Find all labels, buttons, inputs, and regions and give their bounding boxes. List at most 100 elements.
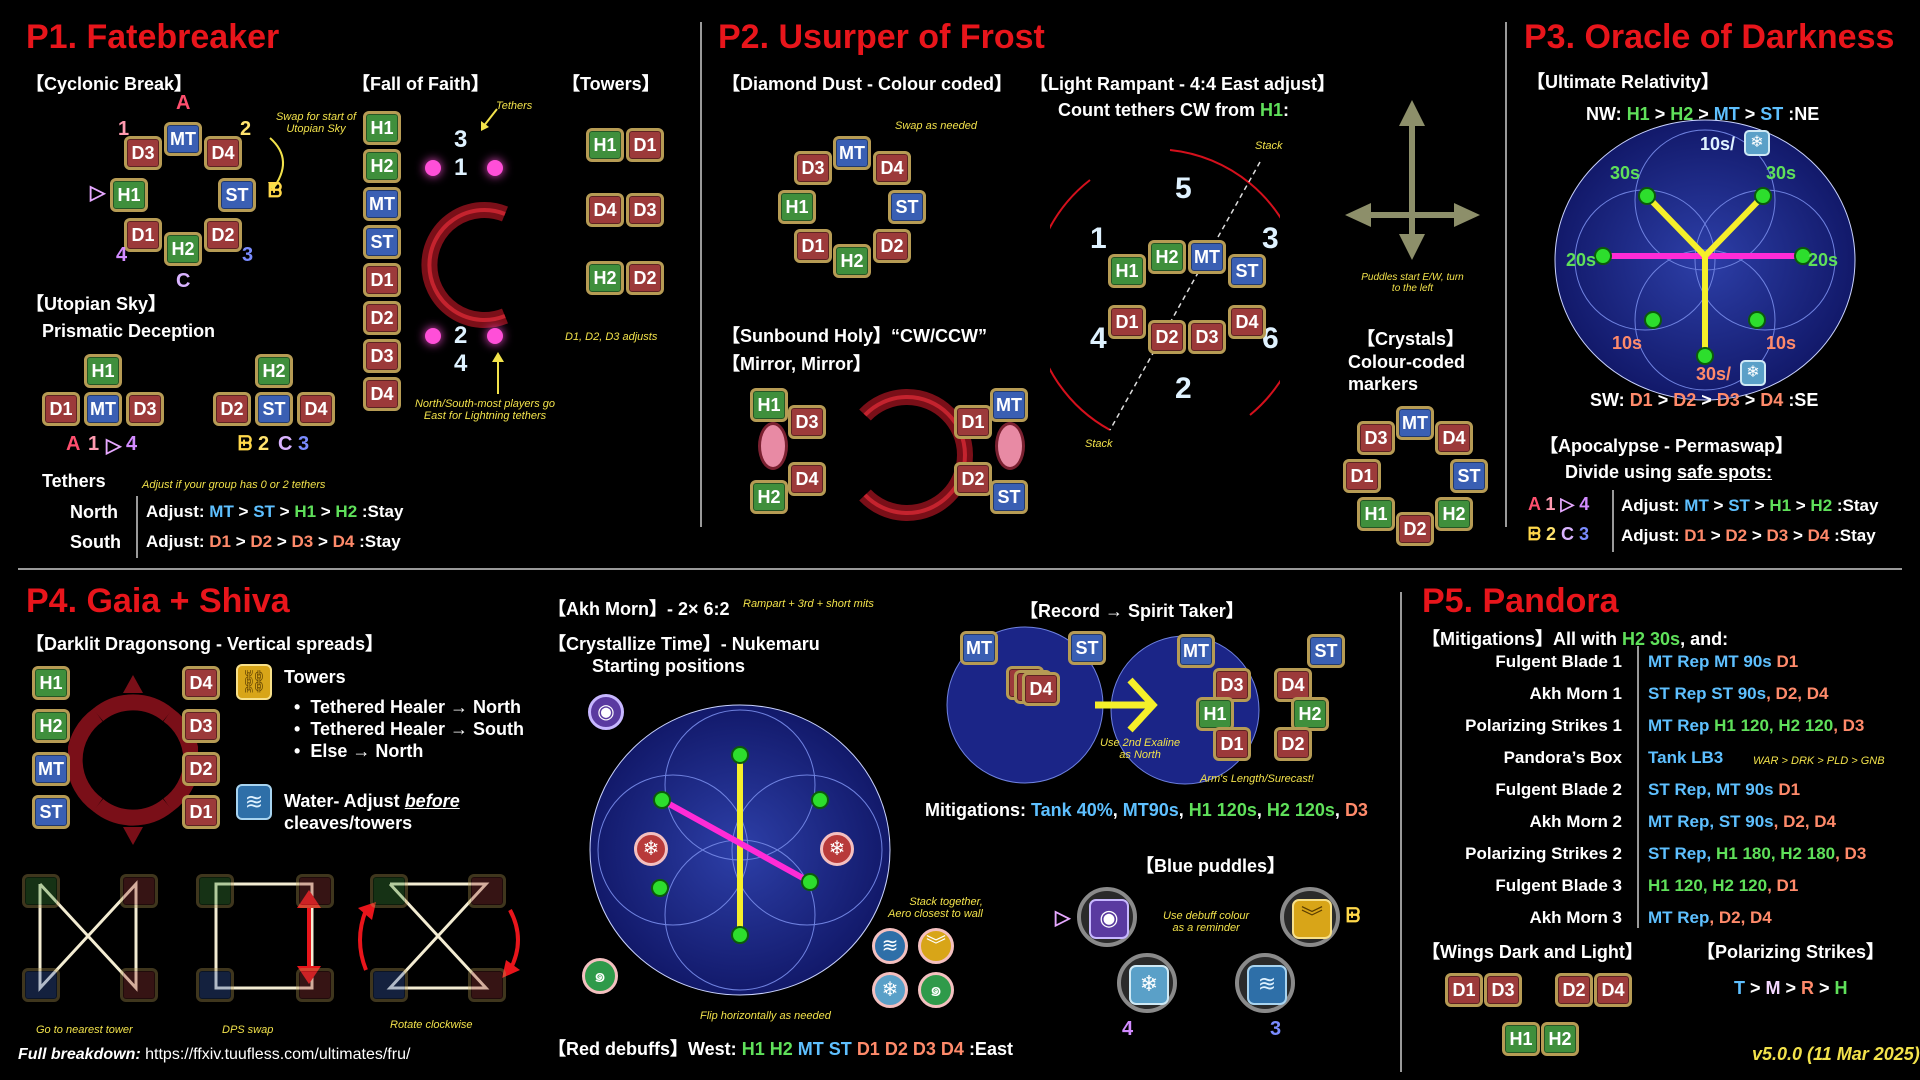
role-badge-d1: D1: [954, 405, 992, 439]
count-tethers-text: Count tethers CW from H1:: [1058, 100, 1290, 120]
role-badge-st: ST: [1450, 459, 1488, 493]
north-south-arrow: [492, 352, 504, 394]
red-debuffs-row: 【Red debuffs】West: H1 H2 MT ST D1 D2 D3 …: [548, 1039, 1013, 1059]
tower-tile: [120, 968, 158, 1002]
role-badge-d2: D2: [182, 752, 220, 786]
tower-pattern-lines: [38, 880, 520, 992]
compass-arrows-horizontal-icon: [1345, 203, 1480, 227]
role-badge-d2: D2: [626, 261, 664, 295]
role-badge-d1: D1: [124, 218, 162, 252]
role-badge-d4: D4: [1228, 305, 1266, 339]
water-debuff-icon: ≋: [872, 928, 908, 964]
role-badge-d2: D2: [1148, 320, 1186, 354]
role-badge-h2: H2: [833, 244, 871, 278]
stack-note: Stack: [1085, 438, 1113, 450]
role-badge-h2: H2: [255, 354, 293, 388]
role-badge-h1: H1: [778, 190, 816, 224]
tether-count-1: 1: [1090, 222, 1107, 255]
mitigation-label: Fulgent Blade 3: [1495, 876, 1622, 895]
cyclonic-break-heading: 【Cyclonic Break】: [26, 74, 193, 94]
light-rampant-heading: 【Light Rampant - 4:4 East adjust】: [1030, 74, 1336, 94]
dark-eye-icon: ◉: [588, 694, 624, 730]
tethers-note: Tethers: [496, 100, 533, 112]
waymark-3-icon: 3: [242, 244, 254, 266]
tower-tile: [22, 968, 60, 1002]
footer: Full breakdown: https://ffxiv.tuufless.c…: [18, 1046, 411, 1063]
footer-link[interactable]: https://ffxiv.tuufless.com/ultimates/fru…: [145, 1046, 411, 1063]
tower-tile: [120, 874, 158, 908]
lb3-order-note: WAR > DRK > PLD > GNB: [1753, 755, 1885, 767]
compass-arrows-icon: [1399, 100, 1425, 260]
waymark-icon: 4: [126, 433, 138, 455]
tower-tile: [296, 874, 334, 908]
version: v5.0.0 (11 Mar 2025): [1752, 1044, 1920, 1064]
role-badge-d1: D1: [363, 263, 401, 297]
south-adjust-row: Adjust: D1 > D2 > D3 > D4 :Stay: [146, 532, 401, 551]
divider-p1-p2: [700, 22, 702, 527]
mitigation-label: Pandora’s Box: [1503, 748, 1622, 767]
ur-20s-left: 20s: [1566, 250, 1597, 270]
tower-tile: [370, 874, 408, 908]
fof-number: 3: [454, 126, 468, 153]
polarizing-heading: 【Polarizing Strikes】: [1697, 942, 1885, 962]
tower-bullet-1: • Tethered Healer → North: [294, 697, 522, 717]
mirror-arc: [859, 389, 973, 521]
starting-positions: Starting positions: [592, 656, 745, 676]
akh-morn-note: Rampart + 3rd + short mits: [743, 598, 874, 610]
p4-title: P4. Gaia + Shiva: [26, 582, 290, 620]
role-badge-h1: H1: [110, 178, 148, 212]
waymark-4-icon: 4: [116, 244, 128, 266]
role-badge-d3: D3: [794, 151, 832, 185]
role-badge-st: ST: [1307, 634, 1345, 668]
tether-count-6: 6: [1262, 322, 1279, 355]
divider-p2-p3: [1505, 22, 1507, 527]
darklit-ring: [68, 675, 198, 845]
akh-morn-heading: 【Akh Morn】- 2× 6:2: [548, 599, 730, 619]
p5-mitigations-heading: 【Mitigations】All with H2 30s, and:: [1422, 629, 1729, 649]
nw-row: NW: H1 > H2 > MT > ST :NE: [1586, 104, 1820, 124]
diamond-dust-heading: 【Diamond Dust - Colour coded】: [722, 74, 1012, 94]
north-label: North: [70, 502, 118, 522]
tether-count-2: 2: [1175, 372, 1192, 405]
role-badge-h1: H1: [84, 354, 122, 388]
ur-30s-right: 30s: [1766, 163, 1797, 183]
divider-p4-p5: [1400, 592, 1402, 1072]
ultimate-relativity-arena: [1554, 119, 1856, 401]
role-badge-st: ST: [218, 178, 256, 212]
towers-label: Towers: [284, 667, 346, 687]
role-badge-h1: H1: [363, 111, 401, 145]
waymark-b-icon: ᗸ: [268, 180, 283, 202]
tether-orb-icon: [487, 328, 503, 344]
ur-20s-right: 20s: [1808, 250, 1839, 270]
waymark-icon: C: [278, 433, 293, 455]
aero-icon: ๑: [918, 972, 954, 1008]
nearest-tower-note: Go to nearest tower: [36, 1024, 133, 1036]
role-badge-h2: H2: [586, 261, 624, 295]
role-badge-d3: D3: [626, 193, 664, 227]
ice-debuff-icon: ❄: [634, 832, 668, 866]
prismatic-deception-heading: Prismatic Deception: [42, 321, 216, 341]
role-badge-d1: D1: [1445, 973, 1483, 1007]
tmrh-order: T > M > R > H T > M > R > H: [1734, 978, 1848, 998]
waymark-1-icon: 1: [118, 118, 130, 140]
water-text-1: Water- Adjust before: [284, 791, 460, 811]
arms-length-note: Arm's Length/Surecast!: [1200, 773, 1314, 785]
tower-tile: [296, 968, 334, 1002]
p2-title: P2. Usurper of Frost: [718, 18, 1045, 56]
dps-swap-note: DPS swap: [222, 1024, 274, 1036]
tower-tile: [196, 968, 234, 1002]
role-badge-d2: D2: [1555, 973, 1593, 1007]
role-badge-st: ST: [32, 795, 70, 829]
apocalypse-divider: [1612, 490, 1614, 552]
apocalypse-heading: 【Apocalypse - Permaswap】: [1540, 436, 1794, 456]
role-badge-d4: D4: [1435, 421, 1473, 455]
role-badge-d4: D4: [788, 462, 826, 496]
ultimate-relativity-heading: 【Ultimate Relativity】: [1527, 72, 1720, 92]
record-heading: 【Record → Spirit Taker】: [1020, 601, 1244, 621]
fof-number: 2: [454, 322, 468, 349]
ur-10s-right: 10s: [1766, 333, 1797, 353]
role-badge-mt: MT: [32, 752, 70, 786]
role-badge-d1: D1: [1343, 459, 1381, 493]
ur-30s-left: 30s: [1610, 163, 1641, 183]
role-badge-d3: D3: [788, 405, 826, 439]
